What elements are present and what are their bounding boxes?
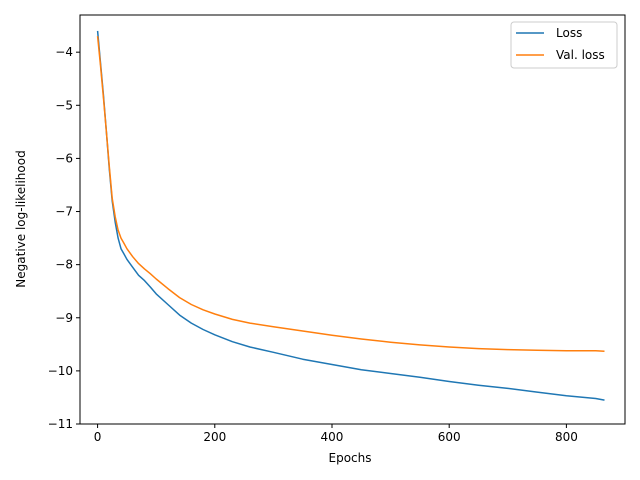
series-line-loss xyxy=(96,30,605,401)
y-tick-label: −6 xyxy=(55,151,73,165)
x-axis-label: Epochs xyxy=(329,451,372,465)
y-tick-label: −7 xyxy=(55,205,73,219)
y-tick-label: −8 xyxy=(55,258,73,272)
x-tick-label: 200 xyxy=(203,430,226,444)
x-tick-label: 600 xyxy=(438,430,461,444)
y-tick-label: −10 xyxy=(48,364,73,378)
legend-label-loss: Loss xyxy=(556,26,582,40)
y-axis: −11 −10 −9 −8 −7 −6 −5 −4 xyxy=(48,45,80,431)
x-tick-label: 800 xyxy=(555,430,578,444)
plot-frame xyxy=(79,14,626,425)
plot-area xyxy=(96,30,605,401)
legend: Loss Val. loss xyxy=(510,21,618,69)
y-tick-label: −5 xyxy=(55,98,73,112)
y-tick-label: −11 xyxy=(48,417,73,431)
x-axis: 0 200 400 600 800 xyxy=(94,424,578,444)
series-line-val-loss xyxy=(96,36,605,352)
x-tick-label: 0 xyxy=(94,430,102,444)
x-tick-label: 400 xyxy=(321,430,344,444)
y-axis-label: Negative log-likelihood xyxy=(14,150,28,287)
y-tick-label: −4 xyxy=(55,45,73,59)
y-tick-label: −9 xyxy=(55,311,73,325)
legend-label-val-loss: Val. loss xyxy=(556,48,605,62)
